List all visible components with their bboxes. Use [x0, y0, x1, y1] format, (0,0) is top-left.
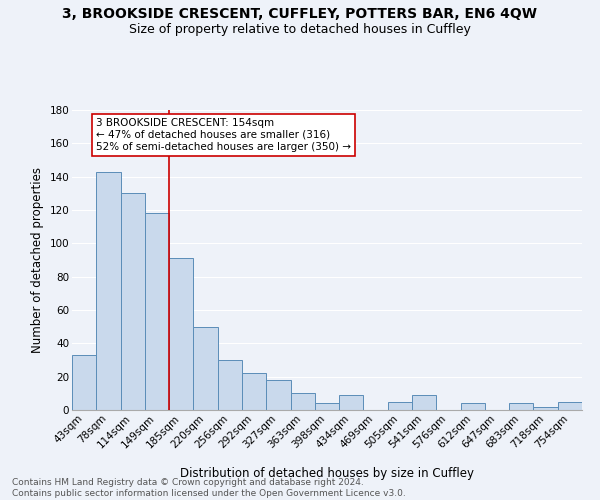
Text: Contains HM Land Registry data © Crown copyright and database right 2024.
Contai: Contains HM Land Registry data © Crown c…	[12, 478, 406, 498]
Bar	[193, 326, 218, 410]
Bar	[121, 194, 145, 410]
Bar	[145, 214, 169, 410]
Bar	[388, 402, 412, 410]
Bar	[558, 402, 582, 410]
Bar	[218, 360, 242, 410]
Bar	[412, 395, 436, 410]
Text: Size of property relative to detached houses in Cuffley: Size of property relative to detached ho…	[129, 22, 471, 36]
Bar	[242, 374, 266, 410]
Bar	[461, 404, 485, 410]
Bar	[290, 394, 315, 410]
Y-axis label: Number of detached properties: Number of detached properties	[31, 167, 44, 353]
Bar	[72, 355, 96, 410]
Bar	[266, 380, 290, 410]
Bar	[315, 404, 339, 410]
Bar	[509, 404, 533, 410]
Text: 3, BROOKSIDE CRESCENT, CUFFLEY, POTTERS BAR, EN6 4QW: 3, BROOKSIDE CRESCENT, CUFFLEY, POTTERS …	[62, 8, 538, 22]
Text: Distribution of detached houses by size in Cuffley: Distribution of detached houses by size …	[180, 467, 474, 480]
Bar	[169, 258, 193, 410]
Text: 3 BROOKSIDE CRESCENT: 154sqm
← 47% of detached houses are smaller (316)
52% of s: 3 BROOKSIDE CRESCENT: 154sqm ← 47% of de…	[96, 118, 351, 152]
Bar	[339, 395, 364, 410]
Bar	[533, 406, 558, 410]
Bar	[96, 172, 121, 410]
